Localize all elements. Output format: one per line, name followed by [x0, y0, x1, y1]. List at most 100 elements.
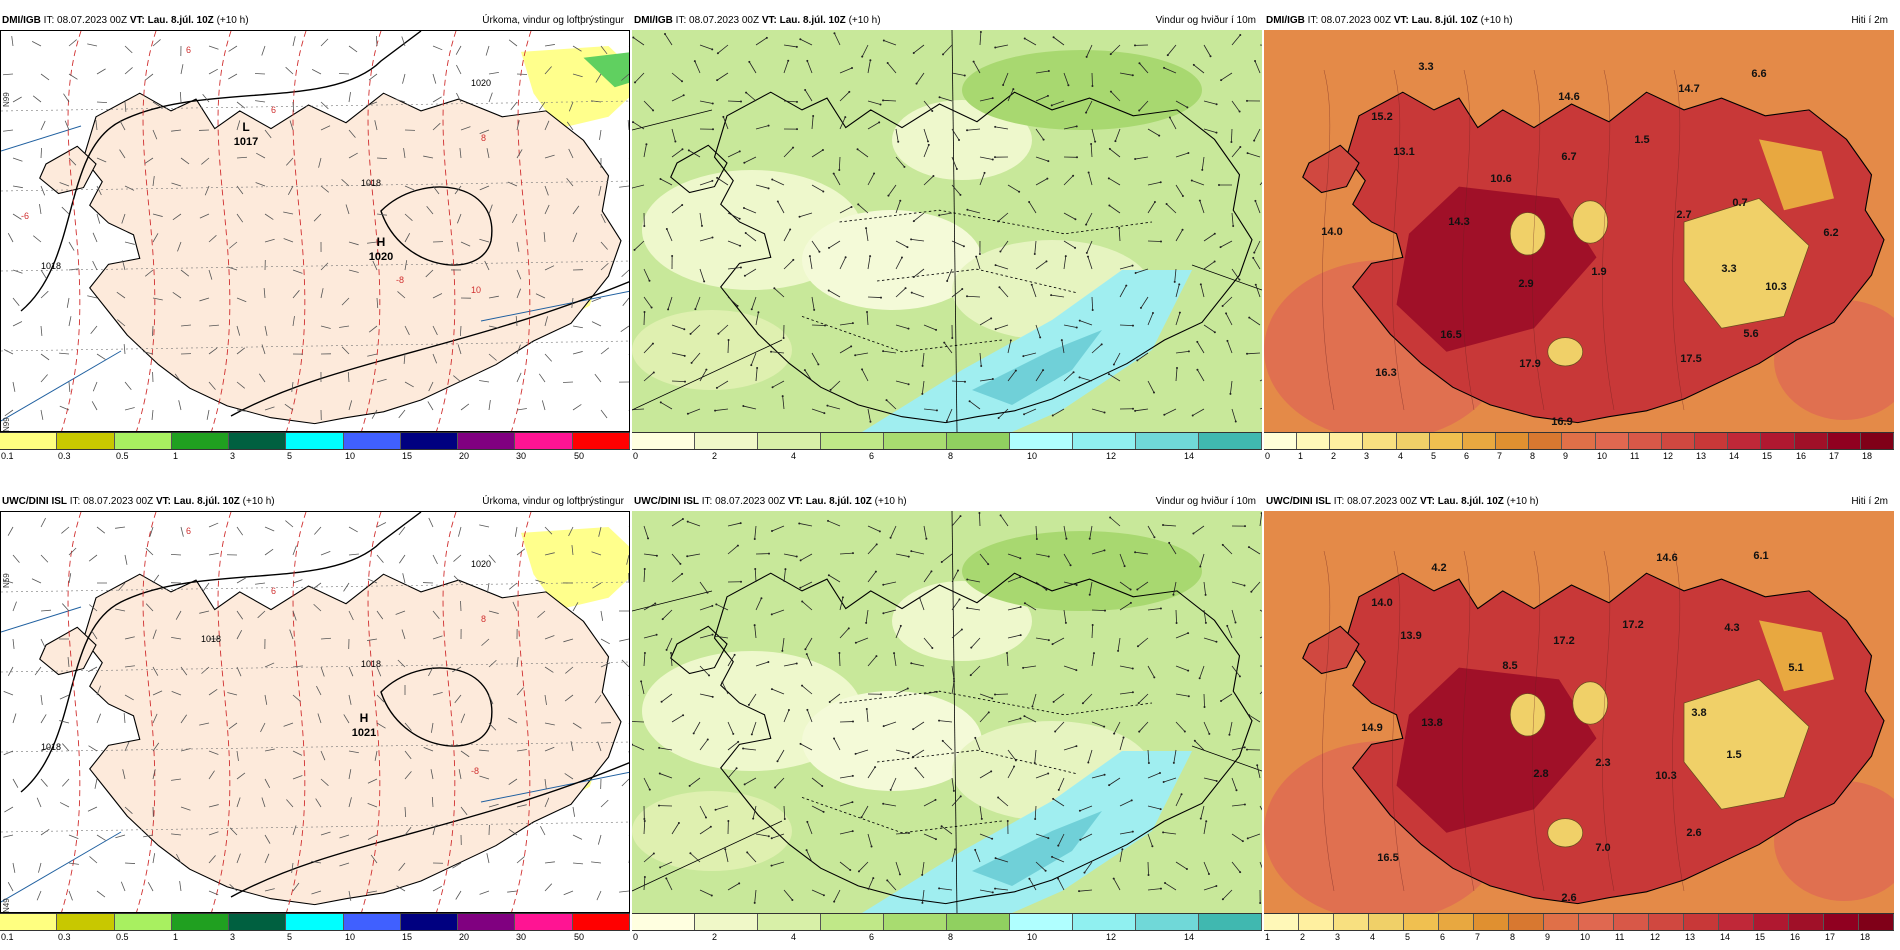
- wind-arrow-head: [1118, 227, 1121, 230]
- wind-barb: [943, 342, 953, 354]
- wind-barb: [1119, 831, 1133, 835]
- wind-arrow-head: [804, 648, 807, 651]
- wind-arrow-head: [1159, 607, 1162, 610]
- wind-arrow-head: [765, 36, 768, 39]
- color-swatch: [400, 433, 459, 449]
- wind-barb: [662, 609, 673, 620]
- wind-barb: [867, 571, 877, 583]
- wind-arrow-head: [1117, 649, 1120, 652]
- wind-barb: [867, 296, 882, 298]
- wind-barb: [722, 116, 729, 130]
- wind-barb: [404, 325, 410, 336]
- wind-barb: [643, 525, 649, 539]
- map-area[interactable]: L 1017 H 1020 1018 1018 1020 6 6 8 10 -6 -8 N99 N99: [0, 30, 630, 432]
- wind-barb: [488, 71, 499, 75]
- temperature-value: 3.3: [1418, 61, 1433, 73]
- wind-barb: [508, 582, 518, 590]
- wind-arrow-head: [1163, 66, 1166, 69]
- wind-barb: [488, 325, 499, 329]
- it-value: 08.07.2023 00Z: [57, 15, 128, 26]
- scale-tick-label: 0.3: [58, 451, 71, 461]
- wind-barb: [208, 770, 215, 780]
- wind-barb: [455, 45, 462, 55]
- wind-barb: [376, 722, 386, 729]
- wind-barb: [292, 665, 303, 668]
- wind-barb: [838, 156, 841, 171]
- map-area[interactable]: H 1021 1018 1018 1020 1018 6 6 8 -8 N59 N49: [0, 511, 630, 913]
- map-area[interactable]: [632, 511, 1262, 913]
- wind-barb: [979, 378, 993, 382]
- wind-barb: [939, 96, 953, 102]
- wind-barb: [402, 73, 406, 84]
- wind-arrow-head: [670, 652, 673, 655]
- wind-arrow-head: [746, 851, 749, 854]
- temperature-isoline: [511, 512, 532, 912]
- wind-barb: [1175, 184, 1184, 197]
- wind-barb: [1091, 624, 1094, 639]
- wind-barb: [228, 722, 238, 730]
- wind-barb: [540, 825, 546, 836]
- temperature-isoline-label: 6: [271, 586, 276, 596]
- wind-barb: [660, 178, 673, 186]
- wind-arrow-head: [791, 898, 794, 901]
- wind-arrow-head: [1050, 104, 1053, 107]
- wind-barb: [839, 257, 846, 270]
- color-swatch: [1199, 914, 1262, 930]
- wind-barb: [979, 97, 993, 102]
- wind-map[interactable]: [632, 30, 1262, 432]
- color-swatch: [0, 914, 58, 930]
- wind-barb: [1253, 240, 1261, 253]
- wind-barb: [1002, 72, 1009, 86]
- wind-barb: [619, 890, 629, 893]
- wind-arrow-head: [987, 711, 990, 714]
- map-area[interactable]: [632, 30, 1262, 432]
- wind-barb: [320, 125, 331, 131]
- scale-tick-label: 2: [1300, 932, 1306, 942]
- wind-barb: [348, 400, 353, 411]
- wind-barb: [403, 148, 406, 159]
- temp-map[interactable]: 4.214.6 6.114.013.98.517.217.2 4.35.114.9 1…: [1264, 511, 1894, 913]
- temp-map[interactable]: 3.315.213.114.014.310.614.66.71.514.76.6…: [1264, 30, 1894, 432]
- wind-barb: [643, 877, 646, 891]
- map-area[interactable]: 4.2 14.6 6.1 14.0 13.9 8.5 17.2 17.2 4.3 5.1 14.9 1…: [1264, 511, 1894, 913]
- color-swatch: [114, 914, 172, 930]
- wind-barb: [1091, 653, 1095, 667]
- vt-label: VT:: [129, 15, 145, 26]
- wind-barb: [830, 380, 841, 391]
- it-label: IT:: [675, 15, 687, 26]
- wind-arrow-head: [767, 552, 770, 555]
- wind-arrow-head: [710, 894, 713, 897]
- wind-arrow-head: [681, 203, 684, 206]
- wind-barb: [699, 665, 710, 676]
- wind-barb: [967, 607, 981, 611]
- wind-barb: [913, 212, 925, 222]
- cool-glacier: [1509, 693, 1546, 737]
- wind-barb: [152, 742, 160, 752]
- wind-barb: [264, 129, 272, 139]
- wind-barb: [754, 625, 757, 639]
- wind-barb: [913, 268, 925, 278]
- wind-barb: [1007, 340, 1012, 354]
- scale-tick-label: 10: [345, 451, 356, 461]
- temperature-value: 16.9: [1551, 416, 1572, 428]
- wind-map[interactable]: [632, 511, 1262, 913]
- wind-arrow-head: [865, 708, 868, 711]
- wind-barb: [699, 805, 707, 818]
- wind-barb: [811, 777, 823, 787]
- wind-barb: [1192, 408, 1205, 416]
- wind-barb: [40, 829, 50, 836]
- wind-barb: [432, 293, 443, 299]
- wind-arrow-head: [1215, 131, 1218, 134]
- map-area[interactable]: 3.3 15.2 13.1 14.0 14.3 10.6 14.6 6.7 1.5 14.7 6.6…: [1264, 30, 1894, 432]
- wind-barb: [538, 101, 546, 111]
- wind-barb: [970, 637, 981, 648]
- wind-barb: [568, 148, 574, 159]
- wind-barb: [699, 180, 713, 186]
- wind-arrow-head: [689, 332, 692, 335]
- wind-barb: [96, 68, 106, 75]
- wind-arrow-head: [1254, 283, 1257, 286]
- wind-arrow-head: [851, 774, 854, 777]
- wind-barb: [743, 207, 757, 214]
